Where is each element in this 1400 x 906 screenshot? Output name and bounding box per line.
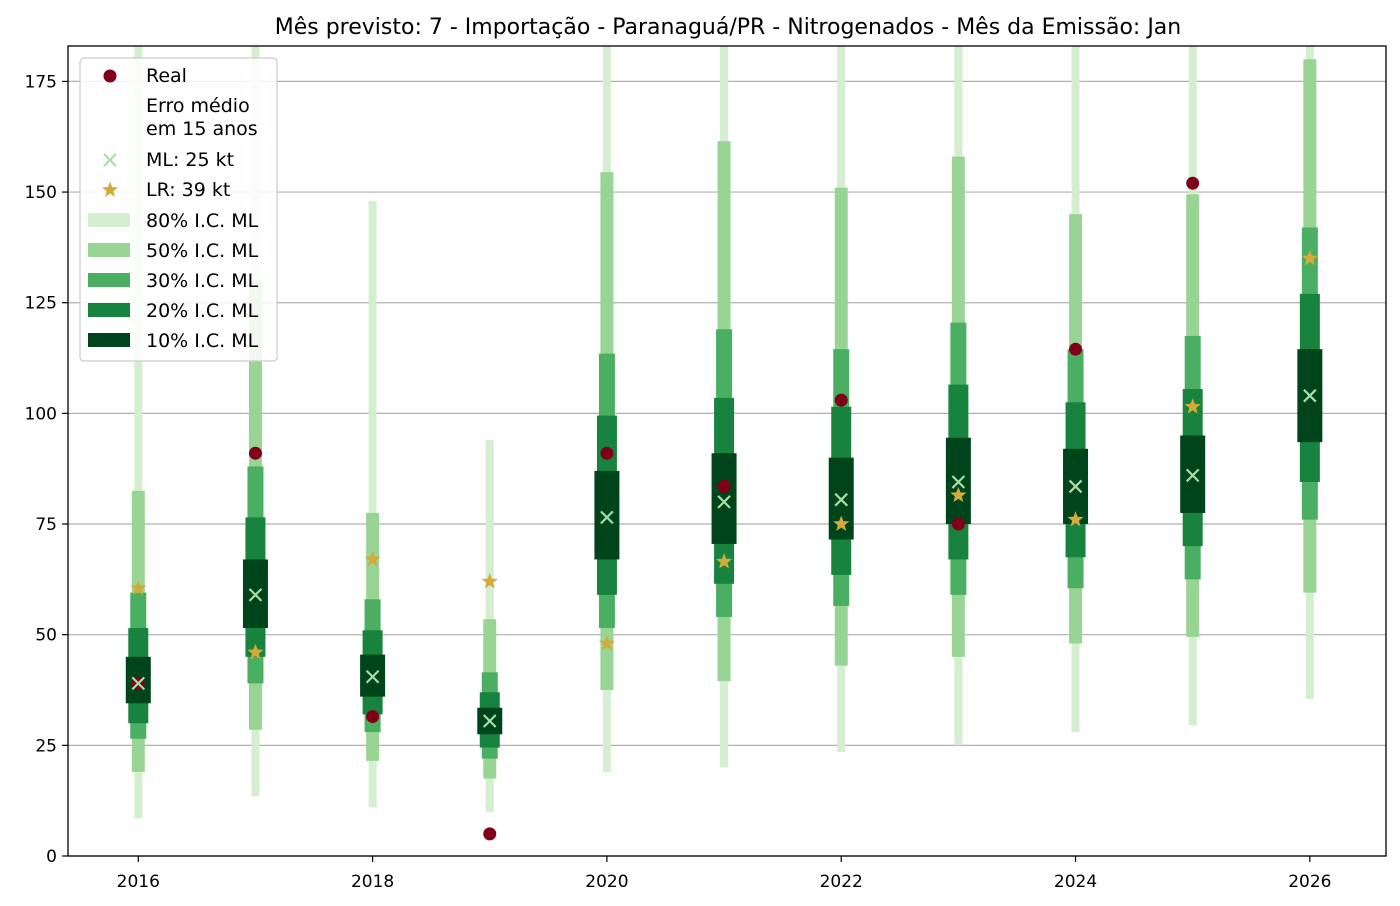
x-tick-label-2022: 2022 [820,872,863,892]
real-point-2019 [483,827,497,841]
lr-point-2022 [833,515,850,531]
ml-point-2017-stroke-b [248,588,263,602]
ml-point-2019 [482,714,497,728]
ml-point-2016-stroke-b [131,676,146,691]
real-point-2018 [366,710,380,724]
legend-ci80-swatch [88,213,130,227]
legend-real-label: Real [146,65,187,87]
x-tick-label-2018: 2018 [351,872,394,892]
legend-error-header-line1: Erro médio [146,95,250,117]
ml-point-2019-stroke-b [482,714,497,728]
legend-lr-label: LR: 39 kt [146,179,230,201]
legend-ml-marker-stroke-b [103,153,117,167]
y-tick-label-50: 50 [35,626,57,646]
ml-point-2022-stroke-b [834,492,849,507]
y-tick-label-75: 75 [35,515,57,535]
legend-ci30-swatch [88,273,130,287]
legend-ci30-label: 30% I.C. ML [146,270,259,292]
legend-ci80-label: 80% I.C. ML [146,210,259,232]
ml-point-2021-stroke-b [717,495,731,509]
real-point-2020 [600,446,614,460]
ci80-bar-2016 [134,46,143,819]
chart-title: Mês previsto: 7 - Importação - Paranaguá… [275,15,1181,40]
ml-point-2018-stroke-b [365,669,380,684]
legend-ci10-label: 10% I.C. ML [146,330,259,352]
ml-point-2025 [1185,468,1200,483]
axes: 0 25 50 75 100 125 150 175 2016 2018 2020 2022 2024 2… [25,45,1387,892]
legend-ci50-label: 50% I.C. ML [146,240,259,262]
ml-point-2023-stroke-b [951,475,966,489]
legend-ci20-label: 20% I.C. ML [146,300,259,322]
x-tick-label-2024: 2024 [1054,872,1097,892]
ml-point-2023 [951,475,966,489]
ml-point-2025-stroke-b [1185,468,1200,483]
ml-point-2020-stroke-b [600,510,614,525]
real-point-2017 [248,446,262,460]
lr-point-2019 [481,573,498,589]
legend-ci20-swatch [88,303,130,317]
y-tick-label-0: 0 [46,847,57,867]
lr-point-2020 [598,635,615,651]
lr-point-2016 [130,579,147,596]
lr-point-2018 [364,550,381,567]
real-point-2021 [717,479,731,493]
legend-lr-marker [101,181,119,197]
y-tick-label-100: 100 [25,404,57,424]
x-tick-label-2026: 2026 [1288,872,1331,892]
lr-point-2023 [950,486,967,503]
x-tick-label-2020: 2020 [585,872,628,892]
legend-ci10-swatch [88,333,130,347]
ml-point-2024 [1068,479,1083,494]
ci10-bar-2021 [711,453,737,544]
ml-point-2016 [131,676,146,691]
y-tick-label-150: 150 [25,183,57,203]
lr-point-2026 [1301,249,1318,266]
legend-ci50-swatch [88,243,130,257]
real-point-2025 [1186,176,1200,190]
lr-point-2025 [1184,398,1201,414]
data-series [125,46,1323,841]
legend-error-header-line2: em 15 anos [146,118,258,140]
lr-point-2024 [1067,511,1084,527]
ml-point-2020 [600,510,614,525]
ml-point-2021 [717,495,731,509]
ml-point-2024-stroke-b [1068,479,1083,494]
lr-point-2017 [247,643,264,660]
x-tick-label-2016: 2016 [117,872,160,892]
real-point-2023 [951,517,965,531]
ml-point-2018 [365,669,380,684]
legend-ml-label: ML: 25 kt [146,149,234,171]
lr-point-2021 [715,553,733,569]
real-point-2022 [834,393,848,407]
ml-point-2026-stroke-b [1303,388,1317,403]
ml-point-2022 [834,492,849,507]
legend-ml-marker [103,153,117,167]
y-tick-label-125: 125 [25,294,57,314]
ci80-bar-2018 [368,200,377,808]
y-tick-label-175: 175 [25,72,57,92]
ml-point-2017 [248,588,263,602]
legend-real-marker [103,69,117,83]
plot-frame [67,45,1387,857]
y-tick-label-25: 25 [35,736,57,756]
real-point-2024 [1069,342,1083,356]
ml-point-2026 [1303,388,1317,403]
ci10-bar-2020 [594,470,620,560]
